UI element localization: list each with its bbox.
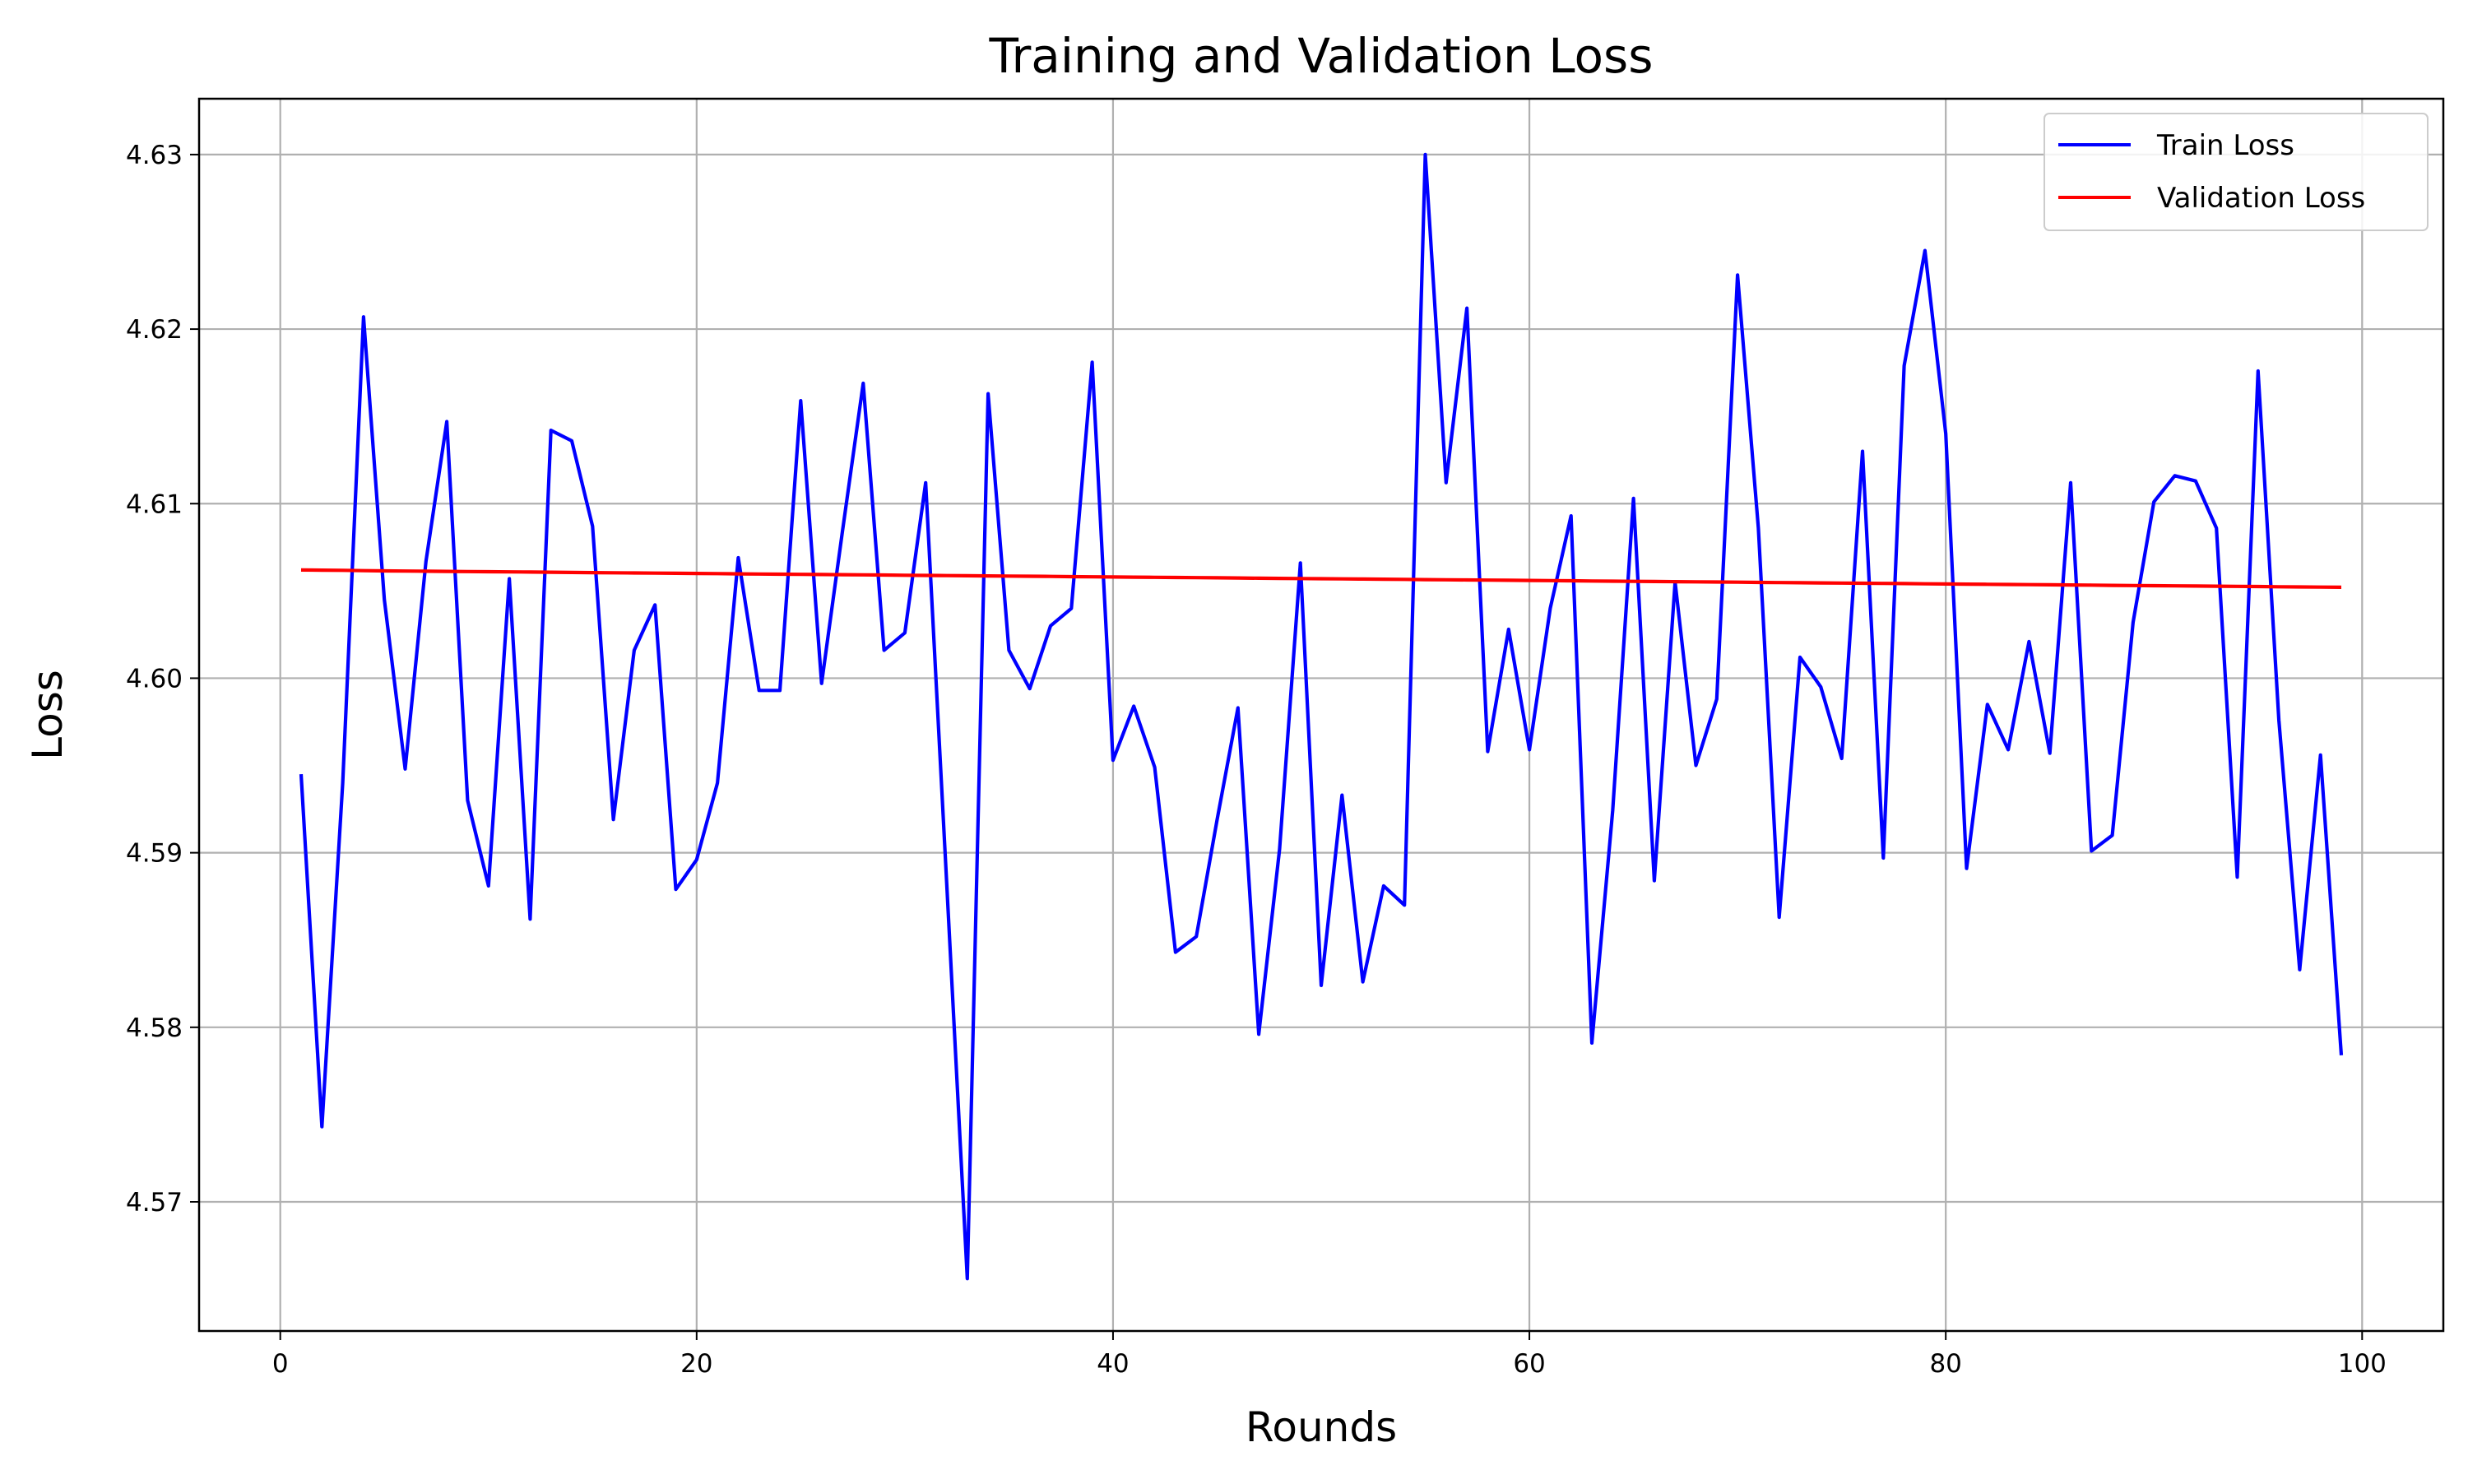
legend-box bbox=[2044, 113, 2429, 231]
chart-title: Training and Validation Loss bbox=[989, 28, 1654, 84]
y-tick-label: 4.62 bbox=[126, 315, 183, 345]
y-tick-label: 4.58 bbox=[126, 1013, 183, 1043]
plot-frame bbox=[197, 97, 2445, 1333]
x-axis-title: Rounds bbox=[1246, 1403, 1397, 1451]
y-tick-label: 4.60 bbox=[126, 664, 183, 693]
x-tick-label: 20 bbox=[680, 1349, 712, 1379]
x-tick-label: 100 bbox=[2338, 1349, 2387, 1379]
axis-ticks: 0 20 40 60 80 100 4.57 4.58 4.59 4.60 4.61 4.62 4.63 bbox=[126, 141, 2387, 1379]
y-tick-label: 4.63 bbox=[126, 141, 183, 170]
legend: Train Loss Validation Loss bbox=[2044, 113, 2429, 231]
x-tick-label: 60 bbox=[1513, 1349, 1545, 1379]
series-line-validation-loss bbox=[300, 568, 2342, 589]
y-tick-label: 4.59 bbox=[126, 839, 183, 869]
series-line-train-loss bbox=[299, 152, 2344, 1281]
x-tick-label: 0 bbox=[272, 1349, 289, 1379]
y-axis-title: Loss bbox=[24, 670, 72, 760]
y-tick-label: 4.57 bbox=[126, 1188, 183, 1217]
legend-label-validation-loss: Validation Loss bbox=[2157, 182, 2365, 215]
x-tick-label: 40 bbox=[1097, 1349, 1129, 1379]
x-tick-label: 80 bbox=[1929, 1349, 1961, 1379]
series-lines bbox=[299, 152, 2344, 1281]
y-tick-label: 4.61 bbox=[126, 489, 183, 519]
legend-label-train-loss: Train Loss bbox=[2156, 129, 2294, 162]
